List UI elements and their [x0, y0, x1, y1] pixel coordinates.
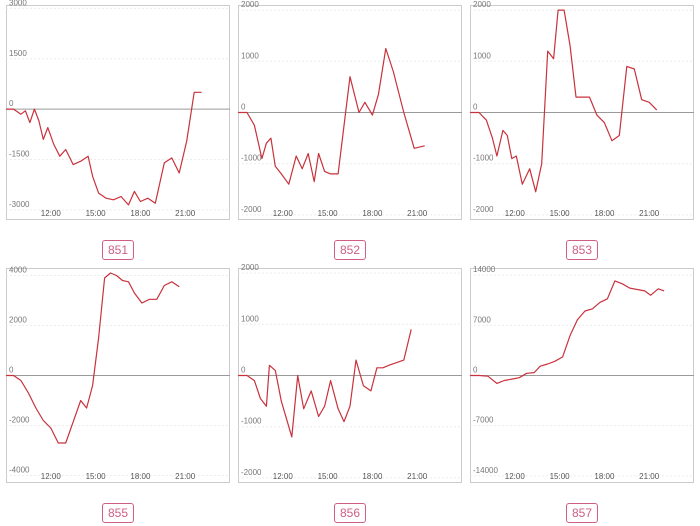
- line-chart-855: 4000 2000 0 -2000 -4000 12:00 15:00 18:00 21:00: [6, 266, 230, 483]
- x-tick-label: 21:00: [175, 209, 196, 218]
- series-line: [6, 272, 180, 444]
- x-tick-label: 18:00: [594, 472, 615, 481]
- y-tick-label: 4000: [9, 266, 27, 275]
- chart-panel-855: 4000 2000 0 -2000 -4000 12:00 15:00 18:00 21:00: [6, 266, 230, 483]
- x-tick-label: 21:00: [639, 472, 660, 481]
- chart-panel-852: 2000 1000 0 -1000 -2000 12:00 15:00 18:00 21:00: [238, 0, 462, 220]
- x-tick-label: 15:00: [550, 472, 571, 481]
- y-tick-label: -1000: [241, 417, 262, 426]
- y-tick-label: -1000: [473, 154, 494, 163]
- y-tick-label: 1000: [241, 314, 259, 323]
- x-tick-label: 18:00: [594, 209, 615, 218]
- chart-label-badge: 853: [565, 240, 599, 260]
- line-chart-851: 3000 1500 0 -1500 -3000 12:00 15:00 18:00 21:00: [6, 0, 230, 220]
- y-tick-label: 2000: [473, 0, 491, 9]
- x-tick-label: 12:00: [273, 209, 294, 218]
- y-tick-label: 0: [241, 366, 246, 375]
- y-tick-label: -14000: [473, 466, 498, 475]
- x-tick-label: 18:00: [362, 472, 383, 481]
- line-chart-852: 2000 1000 0 -1000 -2000 12:00 15:00 18:00 21:00: [238, 0, 462, 220]
- x-tick-label: 18:00: [130, 472, 151, 481]
- line-chart-857: 14000 7000 0 -7000 -14000 12:00 15:00 18:00 21:0…: [470, 265, 694, 483]
- y-tick-label: 1500: [9, 49, 27, 58]
- series-line: [470, 9, 658, 193]
- chart-label-badge: 855: [101, 503, 135, 523]
- chart-panel-853: 2000 1000 0 -1000 -2000 12:00 15:00 18:00 21:00: [470, 0, 694, 220]
- x-tick-label: 15:00: [86, 472, 107, 481]
- chart-label-badge: 856: [333, 503, 367, 523]
- y-tick-label: 0: [473, 103, 478, 112]
- y-tick-label: 2000: [9, 316, 27, 325]
- y-tick-label: 0: [241, 103, 246, 112]
- y-tick-label: 1000: [241, 51, 259, 60]
- y-tick-label: 3000: [9, 0, 27, 7]
- x-tick-label: 12:00: [505, 472, 526, 481]
- y-tick-label: 7000: [473, 315, 491, 324]
- x-tick-label: 21:00: [175, 472, 196, 481]
- plot-frame: [6, 5, 230, 220]
- y-tick-label: 0: [473, 366, 478, 375]
- x-tick-label: 21:00: [407, 472, 428, 481]
- y-tick-label: -2000: [473, 205, 494, 214]
- y-tick-label: -7000: [473, 416, 494, 425]
- chart-panel-856: 2000 1000 0 -1000 -2000 12:00 15:00 18:00 21:00: [238, 263, 462, 483]
- x-tick-label: 21:00: [639, 209, 660, 218]
- x-tick-label: 12:00: [41, 472, 62, 481]
- x-tick-label: 18:00: [362, 209, 383, 218]
- x-tick-label: 12:00: [273, 472, 294, 481]
- y-tick-label: -1000: [241, 154, 262, 163]
- y-tick-label: -2000: [241, 205, 262, 214]
- y-tick-label: 2000: [241, 263, 259, 272]
- x-tick-label: 21:00: [407, 209, 428, 218]
- chart-label-badge: 857: [565, 503, 599, 523]
- series-line: [238, 47, 425, 185]
- y-tick-label: 14000: [473, 265, 496, 274]
- y-tick-label: -4000: [9, 466, 30, 475]
- x-tick-label: 18:00: [130, 209, 151, 218]
- series-line: [470, 280, 665, 384]
- chart-label-badge: 852: [333, 240, 367, 260]
- y-tick-label: -2000: [9, 416, 30, 425]
- series-line: [6, 91, 202, 206]
- y-tick-label: 0: [9, 366, 14, 375]
- y-tick-label: 0: [9, 99, 14, 108]
- x-tick-label: 12:00: [505, 209, 526, 218]
- x-tick-label: 15:00: [86, 209, 107, 218]
- chart-panel-857: 14000 7000 0 -7000 -14000 12:00 15:00 18:00 21:0…: [470, 265, 694, 483]
- line-chart-856: 2000 1000 0 -1000 -2000 12:00 15:00 18:00 21:00: [238, 263, 462, 483]
- chart-label-badge: 851: [101, 240, 135, 260]
- y-tick-label: 2000: [241, 0, 259, 9]
- line-chart-853: 2000 1000 0 -1000 -2000 12:00 15:00 18:00 21:00: [470, 0, 694, 220]
- x-tick-label: 15:00: [550, 209, 571, 218]
- series-line: [238, 329, 412, 438]
- chart-panel-851: 3000 1500 0 -1500 -3000 12:00 15:00 18:00 21:00: [6, 0, 230, 220]
- y-tick-label: 1000: [473, 51, 491, 60]
- x-tick-label: 15:00: [318, 209, 339, 218]
- y-tick-label: -1500: [9, 150, 30, 159]
- y-tick-label: -3000: [9, 200, 30, 209]
- x-tick-label: 15:00: [318, 472, 339, 481]
- y-tick-label: -2000: [241, 468, 262, 477]
- x-tick-label: 12:00: [41, 209, 62, 218]
